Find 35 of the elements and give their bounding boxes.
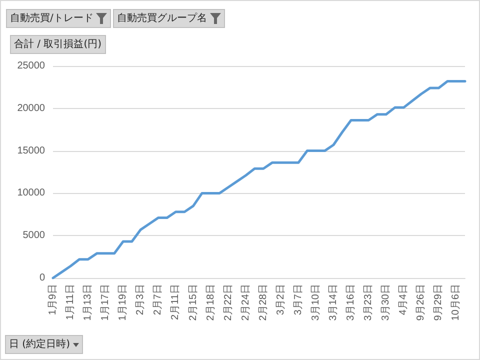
x-tick-label: 2月7日 — [152, 284, 164, 316]
y-axis-title: 合計 / 取引損益(円) — [14, 38, 102, 51]
text: 自動売買グループ名 — [117, 12, 207, 25]
line-series — [52, 80, 466, 280]
x-tick-label: 2月3日 — [135, 284, 146, 316]
x-tick-label: 10月6日 — [450, 284, 462, 321]
y-tick-label: 10000 — [17, 188, 46, 199]
x-tick-label: 3月30日 — [380, 284, 392, 321]
y-tick-label: 5000 — [22, 230, 46, 242]
y-tick-label: 0 — [39, 272, 46, 284]
x-tick-label: 1月17日 — [100, 284, 112, 321]
x-tick-label: 3月23日 — [363, 284, 374, 321]
x-tick-label: 3月2日 — [275, 284, 286, 316]
x-tick-label: 3月16日 — [346, 284, 357, 321]
y-tick-label: 25000 — [17, 60, 46, 72]
x-axis-title: 日 (約定日時) — [9, 338, 70, 351]
y-tick-label: 15000 — [17, 145, 46, 156]
x-tick-label: 3月14日 — [328, 284, 340, 321]
x-tick-label: 2月28日 — [258, 284, 269, 321]
x-tick-label: 2月22日 — [222, 284, 234, 321]
x-tick-label: 3月7日 — [292, 284, 304, 316]
text: 自動売買/トレード — [10, 12, 94, 25]
x-tick-label: 3月10日 — [310, 284, 322, 321]
x-tick-label: 2月18日 — [205, 284, 216, 321]
y-tick-label: 20000 — [17, 102, 46, 114]
x-tick-label: 1月11日 — [65, 284, 76, 320]
x-tick-label: 2月11日 — [170, 284, 182, 320]
x-tick-label: 4月4日 — [398, 284, 410, 316]
x-tick-label: 1月19日 — [118, 284, 129, 321]
x-tick-label: 9月29日 — [433, 284, 444, 321]
x-tick-label: 1月13日 — [82, 284, 94, 321]
x-tick-label: 2月24日 — [240, 284, 252, 321]
x-tick-label: 2月15日 — [188, 284, 199, 321]
x-tick-label: 1月9日 — [48, 284, 58, 316]
x-tick-label: 9月26日 — [416, 284, 427, 321]
